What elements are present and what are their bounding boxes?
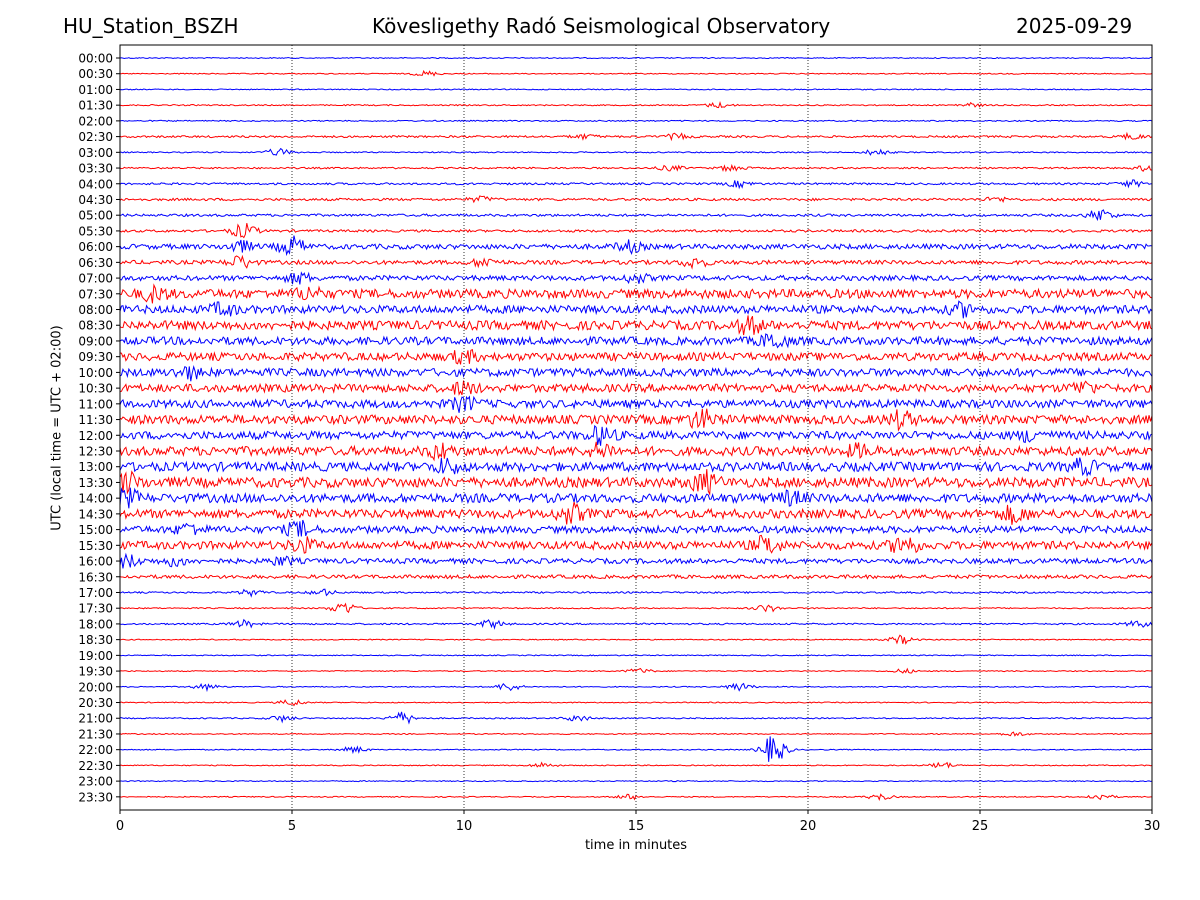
station-name: HU_Station_BSZH	[63, 14, 239, 38]
trace-17:30	[119, 602, 1153, 614]
y-tick-label: 00:00	[78, 52, 113, 66]
y-tick-label: 11:00	[78, 397, 113, 411]
y-tick-label: 08:00	[78, 303, 113, 317]
trace-12:00	[119, 424, 1153, 446]
trace-18:00	[119, 618, 1153, 630]
y-tick-label: 05:30	[78, 224, 113, 238]
x-tick-label: 0	[116, 819, 124, 834]
x-tick-label: 10	[456, 819, 473, 834]
y-tick-label: 09:00	[78, 334, 113, 348]
y-tick-label: 12:00	[78, 429, 113, 443]
y-tick-label: 21:00	[78, 712, 113, 726]
y-tick-label: 17:30	[78, 602, 113, 616]
trace-19:00	[119, 654, 1153, 657]
x-tick-label: 25	[972, 819, 989, 834]
y-tick-label: 22:00	[78, 743, 113, 757]
y-tick-label: 13:00	[78, 460, 113, 474]
y-tick-label: 15:00	[78, 523, 113, 537]
trace-17:00	[119, 588, 1153, 598]
y-tick-label: 13:30	[78, 476, 113, 490]
y-tick-label: 12:30	[78, 445, 113, 459]
trace-03:00	[119, 147, 1153, 156]
trace-13:00	[119, 457, 1153, 478]
x-tick-label: 30	[1144, 819, 1161, 834]
y-tick-label: 21:30	[78, 727, 113, 741]
y-tick-label: 04:00	[78, 177, 113, 191]
y-tick-label: 08:30	[78, 319, 113, 333]
y-tick-label: 11:30	[78, 413, 113, 427]
y-tick-label: 16:30	[78, 570, 113, 584]
x-tick-label: 15	[628, 819, 645, 834]
chart-title: Kövesligethy Radó Seismological Observat…	[372, 14, 831, 38]
y-tick-label: 05:00	[78, 209, 113, 223]
trace-10:00	[119, 365, 1153, 382]
y-tick-label: 20:30	[78, 696, 113, 710]
y-tick-label: 18:30	[78, 633, 113, 647]
trace-19:30	[119, 667, 1153, 674]
y-tick-label: 19:00	[78, 649, 113, 663]
y-tick-label: 20:00	[78, 680, 113, 694]
trace-01:00	[119, 88, 1153, 91]
y-tick-label: 17:00	[78, 586, 113, 600]
y-tick-label: 23:30	[78, 790, 113, 804]
y-tick-label: 14:00	[78, 492, 113, 506]
trace-11:30	[119, 408, 1153, 432]
y-tick-label: 23:00	[78, 775, 113, 789]
y-tick-label: 15:30	[78, 539, 113, 553]
y-tick-label: 07:30	[78, 287, 113, 301]
trace-13:30	[119, 469, 1153, 496]
y-tick-label: 02:30	[78, 130, 113, 144]
trace-16:00	[119, 552, 1153, 569]
chart-date: 2025-09-29	[1016, 14, 1133, 38]
y-tick-label: 19:30	[78, 665, 113, 679]
x-tick-label: 5	[288, 819, 296, 834]
y-tick-label: 18:00	[78, 617, 113, 631]
trace-22:00	[119, 736, 1153, 762]
x-axis-label: time in minutes	[584, 838, 688, 853]
y-axis-label: UTC (local time = UTC + 02:00)	[49, 325, 65, 531]
trace-06:00	[119, 235, 1153, 257]
y-tick-label: 03:00	[78, 146, 113, 160]
y-tick-label: 02:00	[78, 114, 113, 128]
y-tick-label: 06:30	[78, 256, 113, 270]
trace-15:30	[119, 534, 1153, 554]
y-tick-label: 06:00	[78, 240, 113, 254]
trace-00:30	[119, 69, 1153, 77]
y-tick-label: 22:30	[78, 759, 113, 773]
y-tick-label: 00:30	[78, 67, 113, 81]
x-tick-label: 20	[800, 819, 817, 834]
y-tick-label: 09:30	[78, 350, 113, 364]
y-tick-label: 04:30	[78, 193, 113, 207]
y-tick-label: 10:30	[78, 382, 113, 396]
y-tick-label: 07:00	[78, 272, 113, 286]
trace-21:30	[119, 731, 1153, 737]
y-tick-label: 01:30	[78, 99, 113, 113]
trace-02:30	[119, 131, 1153, 142]
y-tick-label: 03:30	[78, 162, 113, 176]
y-tick-label: 10:00	[78, 366, 113, 380]
trace-05:00	[119, 209, 1153, 222]
y-tick-label: 01:00	[78, 83, 113, 97]
y-tick-label: 14:30	[78, 507, 113, 521]
y-tick-label: 16:00	[78, 555, 113, 569]
